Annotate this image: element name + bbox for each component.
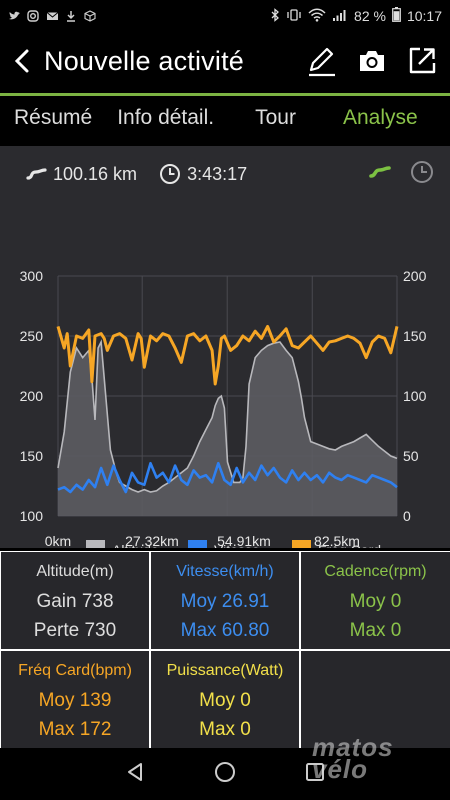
status-bar: 82 % 10:17: [0, 0, 450, 32]
stat-title: Cadence(rpm): [324, 563, 427, 580]
pencil-icon: [309, 47, 335, 77]
stat-cell-altitude: Altitude(m) Gain 738 Perte 730: [1, 552, 149, 649]
y-left-tick-label: 150: [20, 448, 44, 464]
box-icon: [84, 10, 96, 22]
stat-value: Max 0: [349, 620, 402, 641]
header-accent-line: [0, 93, 450, 96]
stat-value: Max 172: [38, 719, 112, 740]
y-left-tick-label: 100: [20, 508, 44, 524]
legend-swatch: [292, 540, 311, 548]
stat-cell-freq-card: Fréq Card(bpm) Moy 139 Max 172: [1, 651, 149, 748]
y-right-tick-label: 100: [403, 388, 427, 404]
activity-summary: 100.16 km 3:43:17: [0, 146, 450, 202]
series-altitude-area: [58, 342, 397, 516]
nav-recents-button[interactable]: [304, 761, 326, 788]
stat-value: Gain 738: [36, 591, 114, 612]
analysis-chart[interactable]: 300 250 200 150 100 200 150 100 50 0 0km 27.32km 54.…: [0, 202, 450, 548]
stat-cell-empty: [301, 651, 450, 748]
time-axis-toggle[interactable]: [410, 160, 434, 189]
clock-icon: [411, 160, 433, 183]
stat-value: Max 60.80: [180, 620, 270, 641]
y-left-tick-label: 200: [20, 388, 44, 404]
series-vitesse-line: [57, 461, 398, 494]
clock-icon: [160, 164, 181, 184]
stat-cell-cadence: Cadence(rpm) Moy 0 Max 0: [301, 552, 450, 649]
total-duration: 3:43:17: [187, 163, 248, 184]
y-right-tick-label: 50: [403, 448, 419, 464]
stat-value: Moy 26.91: [180, 591, 270, 612]
edit-button[interactable]: [304, 43, 340, 79]
tab-bar: Résumé Info détail. Tour Analyse: [0, 96, 450, 140]
share-button[interactable]: [404, 43, 440, 79]
share-icon: [409, 47, 436, 74]
legend-swatch: [188, 540, 207, 548]
legend-swatch: [86, 540, 105, 548]
system-icons: 82 % 10:17: [270, 7, 442, 25]
stat-value: Moy 0: [349, 591, 402, 612]
y-left-tick-label: 250: [20, 328, 44, 344]
legend-label: Fréq Card: [318, 542, 381, 548]
y-right-tick-label: 0: [403, 508, 411, 524]
bluetooth-icon: [270, 7, 280, 25]
legend-label: Vitesse: [214, 542, 260, 548]
y-right-tick-label: 200: [403, 268, 427, 284]
vibrate-icon: [286, 8, 302, 25]
page-title: Nouvelle activité: [44, 45, 244, 76]
stat-value: Max 0: [199, 719, 251, 740]
back-button[interactable]: [0, 32, 44, 90]
system-nav-bar: [0, 748, 450, 800]
y-left-tick-label: 300: [20, 268, 44, 284]
analysis-panel: 100.16 km 3:43:17 300 250 200 150 100 200 150 1…: [0, 146, 450, 548]
stats-grid: Altitude(m) Gain 738 Perte 730 Vitesse(k…: [0, 551, 450, 748]
camera-button[interactable]: [354, 43, 390, 79]
stat-title: Altitude(m): [36, 563, 114, 580]
chevron-left-icon: [14, 49, 29, 73]
stat-title: Puissance(Watt): [166, 662, 284, 679]
tab-analyse[interactable]: Analyse: [342, 106, 418, 129]
battery-level: 82 %: [354, 8, 386, 24]
triangle-back-icon: [128, 762, 142, 781]
series-freq-card-line: [56, 324, 399, 386]
watermark-logo: matos vélo: [312, 732, 394, 784]
series-altitude-line: [57, 339, 398, 493]
stat-cell-vitesse: Vitesse(km/h) Moy 26.91 Max 60.80: [151, 552, 299, 649]
stat-title: Vitesse(km/h): [176, 563, 274, 580]
battery-icon: [392, 7, 401, 25]
wifi-icon: [308, 8, 326, 25]
route-icon: [369, 165, 391, 178]
square-recents-icon: [306, 762, 324, 781]
x-tick-label: 82.5km: [314, 533, 360, 548]
nav-back-button[interactable]: [124, 761, 146, 788]
signal-icon: [332, 8, 348, 25]
stat-cell-puissance: Puissance(Watt) Moy 0 Max 0: [151, 651, 299, 748]
tab-tour[interactable]: Tour: [255, 106, 296, 129]
x-tick-label: 0km: [45, 533, 71, 548]
twitter-icon: [8, 10, 20, 22]
instagram-icon: [27, 10, 39, 22]
stat-title: Fréq Card(bpm): [18, 662, 132, 679]
y-right-tick-label: 150: [403, 328, 427, 344]
stat-value: Moy 139: [38, 690, 112, 711]
notification-icons: [8, 10, 96, 22]
circle-home-icon: [215, 761, 235, 782]
legend-label: Altitude: [112, 542, 159, 548]
camera-icon: [360, 51, 384, 71]
clock-time: 10:17: [406, 8, 442, 24]
tab-resume[interactable]: Résumé: [14, 106, 93, 129]
total-distance: 100.16 km: [53, 163, 138, 184]
tab-info-detail[interactable]: Info détail.: [117, 106, 215, 129]
stat-value: Perte 730: [33, 620, 117, 641]
download-icon: [65, 10, 77, 22]
distance-axis-toggle[interactable]: [368, 164, 392, 185]
x-tick-label: 54.91km: [217, 533, 271, 548]
mail-icon: [46, 10, 59, 22]
app-bar: Nouvelle activité: [0, 32, 450, 90]
x-tick-label: 27.32km: [125, 533, 179, 548]
route-icon: [26, 168, 47, 180]
stat-value: Moy 0: [199, 690, 251, 711]
nav-home-button[interactable]: [214, 761, 236, 788]
